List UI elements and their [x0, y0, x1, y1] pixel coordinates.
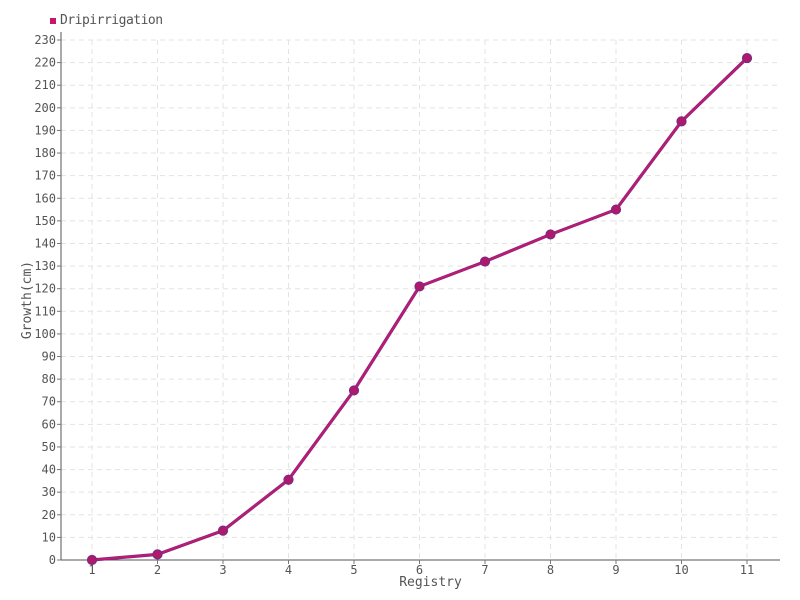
x-tick-label: 5	[350, 563, 357, 577]
y-tick-label: 70	[42, 395, 56, 409]
y-tick-label: 0	[49, 553, 56, 567]
data-point	[283, 474, 294, 485]
data-point	[545, 229, 556, 240]
y-tick-label: 10	[42, 530, 56, 544]
y-tick-label: 150	[34, 214, 56, 228]
y-ticks: 0 10 20 30 40 50 60 70 80 90 100 110 120 130 140 150 160…	[34, 33, 61, 567]
data-point	[479, 256, 491, 267]
x-ticks: 1 2 3 4 5 6 7 8 9 10 11	[88, 560, 754, 577]
legend-label: Dripirrigation	[60, 13, 163, 28]
grid	[61, 39, 780, 560]
y-tick-label: 230	[34, 33, 56, 47]
x-tick-label: 10	[674, 563, 688, 577]
y-tick-label: 210	[34, 78, 56, 92]
y-tick-label: 180	[34, 146, 56, 160]
y-tick-label: 50	[42, 440, 56, 454]
data-point	[676, 116, 687, 127]
data-point	[217, 525, 229, 536]
x-tick-label: 11	[740, 563, 754, 577]
y-tick-label: 110	[34, 304, 56, 318]
y-tick-label: 200	[34, 101, 56, 115]
x-axis-title: Registry	[399, 575, 462, 590]
y-axis-title: Growth(cm)	[20, 261, 35, 339]
y-tick-label: 100	[34, 327, 56, 341]
y-tick-label: 90	[42, 350, 56, 364]
y-tick-label: 120	[34, 282, 56, 296]
x-tick-label: 2	[154, 563, 161, 577]
y-tick-label: 20	[42, 508, 56, 522]
y-tick-label: 130	[34, 259, 56, 273]
axes	[60, 32, 780, 561]
data-point	[348, 385, 360, 396]
data-point	[610, 204, 622, 215]
legend-swatch	[50, 17, 56, 24]
data-point	[414, 281, 425, 292]
series	[86, 52, 753, 566]
x-tick-label: 4	[285, 563, 292, 577]
legend: Dripirrigation	[50, 13, 163, 28]
y-tick-label: 170	[34, 169, 56, 183]
y-tick-label: 30	[42, 485, 56, 499]
data-point	[86, 554, 98, 566]
y-tick-label: 60	[42, 417, 56, 431]
x-tick-label: 8	[547, 563, 554, 577]
x-tick-label: 3	[219, 563, 226, 577]
y-tick-label: 140	[34, 236, 56, 250]
data-point	[741, 52, 753, 64]
x-tick-label: 1	[88, 563, 95, 577]
y-tick-label: 80	[42, 372, 56, 386]
data-point	[152, 549, 163, 560]
y-tick-label: 40	[42, 463, 56, 477]
x-tick-label: 6	[416, 563, 423, 577]
y-tick-label: 220	[34, 56, 56, 70]
y-tick-label: 190	[34, 123, 56, 137]
x-tick-label: 9	[612, 563, 619, 577]
x-tick-label: 7	[481, 563, 488, 577]
y-tick-label: 160	[34, 191, 56, 205]
